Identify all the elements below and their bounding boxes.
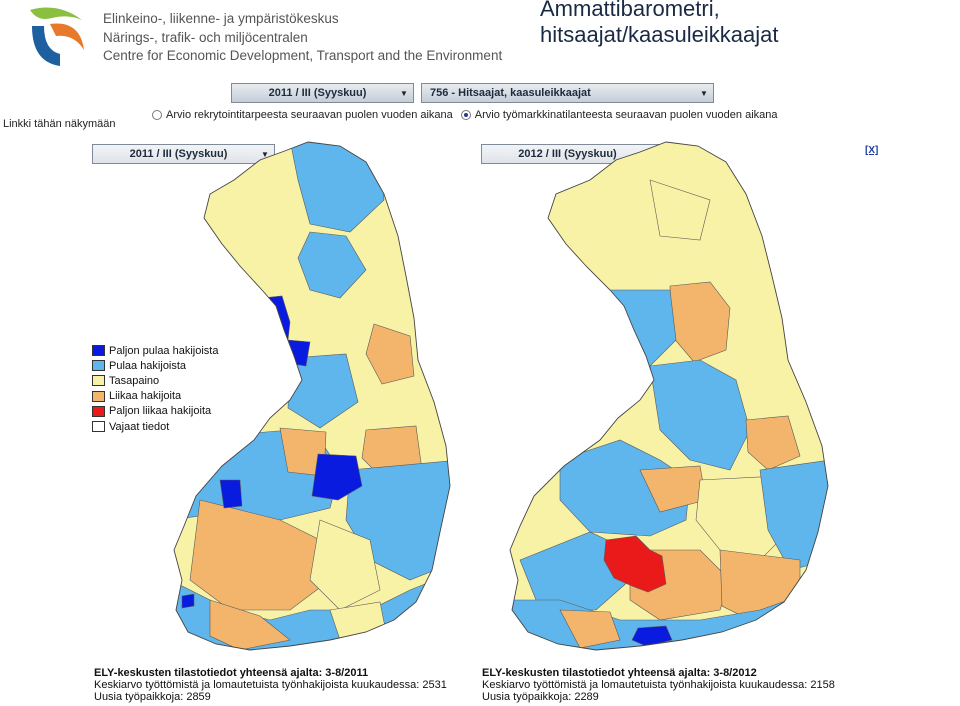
region-liikaa [719,549,801,621]
legend-swatch [92,390,105,402]
legend-item: Pulaa hakijoista [92,358,218,373]
radio-recruitment[interactable]: Arvio rekrytointitarpeesta seuraavan puo… [152,109,453,121]
stats-new-jobs: Uusia työpaikkoja: 2859 [94,691,211,703]
chevron-down-icon: ▼ [261,149,269,159]
stats-unemployed: Keskiarvo työttömistä ja lomautetuista t… [94,679,447,691]
legend-swatch [92,405,105,417]
region-pulaa [345,459,450,581]
page-title: Ammattibarometri, hitsaajat/kaasuleikkaa… [540,0,778,48]
legend-swatch [92,360,105,372]
region-paljon-liikaa [603,535,667,593]
finland-outline [509,141,829,651]
region-liikaa [559,609,621,649]
title-line-2: hitsaajat/kaasuleikkaajat [540,22,779,47]
chevron-down-icon: ▼ [400,88,408,98]
radio-button[interactable] [152,110,162,120]
org-line-en: Centre for Economic Development, Transpo… [103,48,503,63]
radio-label: Arvio työmarkkinatilanteesta seuraavan p… [474,109,778,121]
legend-label: Paljon liikaa hakijoita [109,405,212,418]
region-liikaa [189,499,331,611]
title-line-1: Ammattibarometri, [540,0,720,21]
close-button[interactable]: [X] [865,145,879,156]
right-map-stats: ELY-keskusten tilastotiedot yhteensä aja… [482,667,835,703]
radio-labour-market[interactable]: Arvio työmarkkinatilanteesta seuraavan p… [460,109,778,121]
occupation-select-value: 756 - Hitsaajat, kaasuleikkaajat [430,87,591,99]
right-map-period-value: 2012 / III (Syyskuu) [518,148,617,160]
radio-label: Arvio rekrytointitarpeesta seuraavan puo… [166,109,453,121]
legend-label: Vajaat tiedot [109,420,170,433]
legend-item: Tasapaino [92,373,218,388]
legend-item: Liikaa hakijoita [92,389,218,404]
stats-heading: ELY-keskusten tilastotiedot yhteensä aja… [482,667,757,679]
region-paljon-pulaa [311,453,363,501]
stats-new-jobs: Uusia työpaikkoja: 2289 [482,691,599,703]
region-liikaa [209,599,291,650]
legend-swatch [92,345,105,357]
stats-unemployed: Keskiarvo työttömistä ja lomautetuista t… [482,679,835,691]
left-map [173,141,451,651]
region-tasapaino [309,519,381,611]
right-map [509,141,829,651]
legend-swatch [92,421,105,433]
left-map-period-select[interactable]: 2011 / III (Syyskuu) ▼ [92,144,275,164]
region-liikaa [745,415,801,471]
occupation-select[interactable]: 756 - Hitsaajat, kaasuleikkaajat ▼ [421,83,714,103]
region-pulaa [559,439,691,537]
region-paljon-pulaa [219,479,243,509]
region-paljon-pulaa [181,593,195,609]
region-tasapaino [649,179,711,241]
finland-outline [173,141,451,651]
legend-label: Tasapaino [109,374,160,387]
left-map-stats: ELY-keskusten tilastotiedot yhteensä aja… [94,667,447,703]
estimate-radio-group: Arvio rekrytointitarpeesta seuraavan puo… [152,109,786,121]
period-select-value: 2011 / III (Syyskuu) [268,87,367,99]
region-pulaa [297,231,367,299]
left-map-period-value: 2011 / III (Syyskuu) [129,148,228,160]
region-pulaa [289,142,385,233]
legend-label: Paljon pulaa hakijoista [109,344,219,357]
legend-item: Paljon liikaa hakijoita [92,404,218,419]
legend-swatch [92,375,105,387]
region-liikaa [365,323,415,385]
legend-label: Pulaa hakijoista [109,359,187,372]
ely-logo [30,7,84,66]
org-line-sv: Närings-, trafik- och miljöcentralen [103,29,308,45]
chevron-down-icon: ▼ [700,88,708,98]
map-legend: Paljon pulaa hakijoista Pulaa hakijoista… [92,343,218,434]
view-link[interactable]: Linkki tähän näkymään [3,118,116,130]
radio-button-selected[interactable] [460,110,471,120]
legend-item: Paljon pulaa hakijoista [92,343,218,358]
legend-item: Vajaat tiedot [92,419,218,434]
stats-heading: ELY-keskusten tilastotiedot yhteensä aja… [94,667,369,679]
period-select[interactable]: 2011 / III (Syyskuu) ▼ [231,83,414,103]
legend-label: Liikaa hakijoita [109,390,182,403]
region-pulaa [649,359,751,471]
organization-name: Elinkeino-, liikenne- ja ympäristökeskus… [103,10,502,66]
org-line-fi: Elinkeino-, liikenne- ja ympäristökeskus [103,11,339,26]
